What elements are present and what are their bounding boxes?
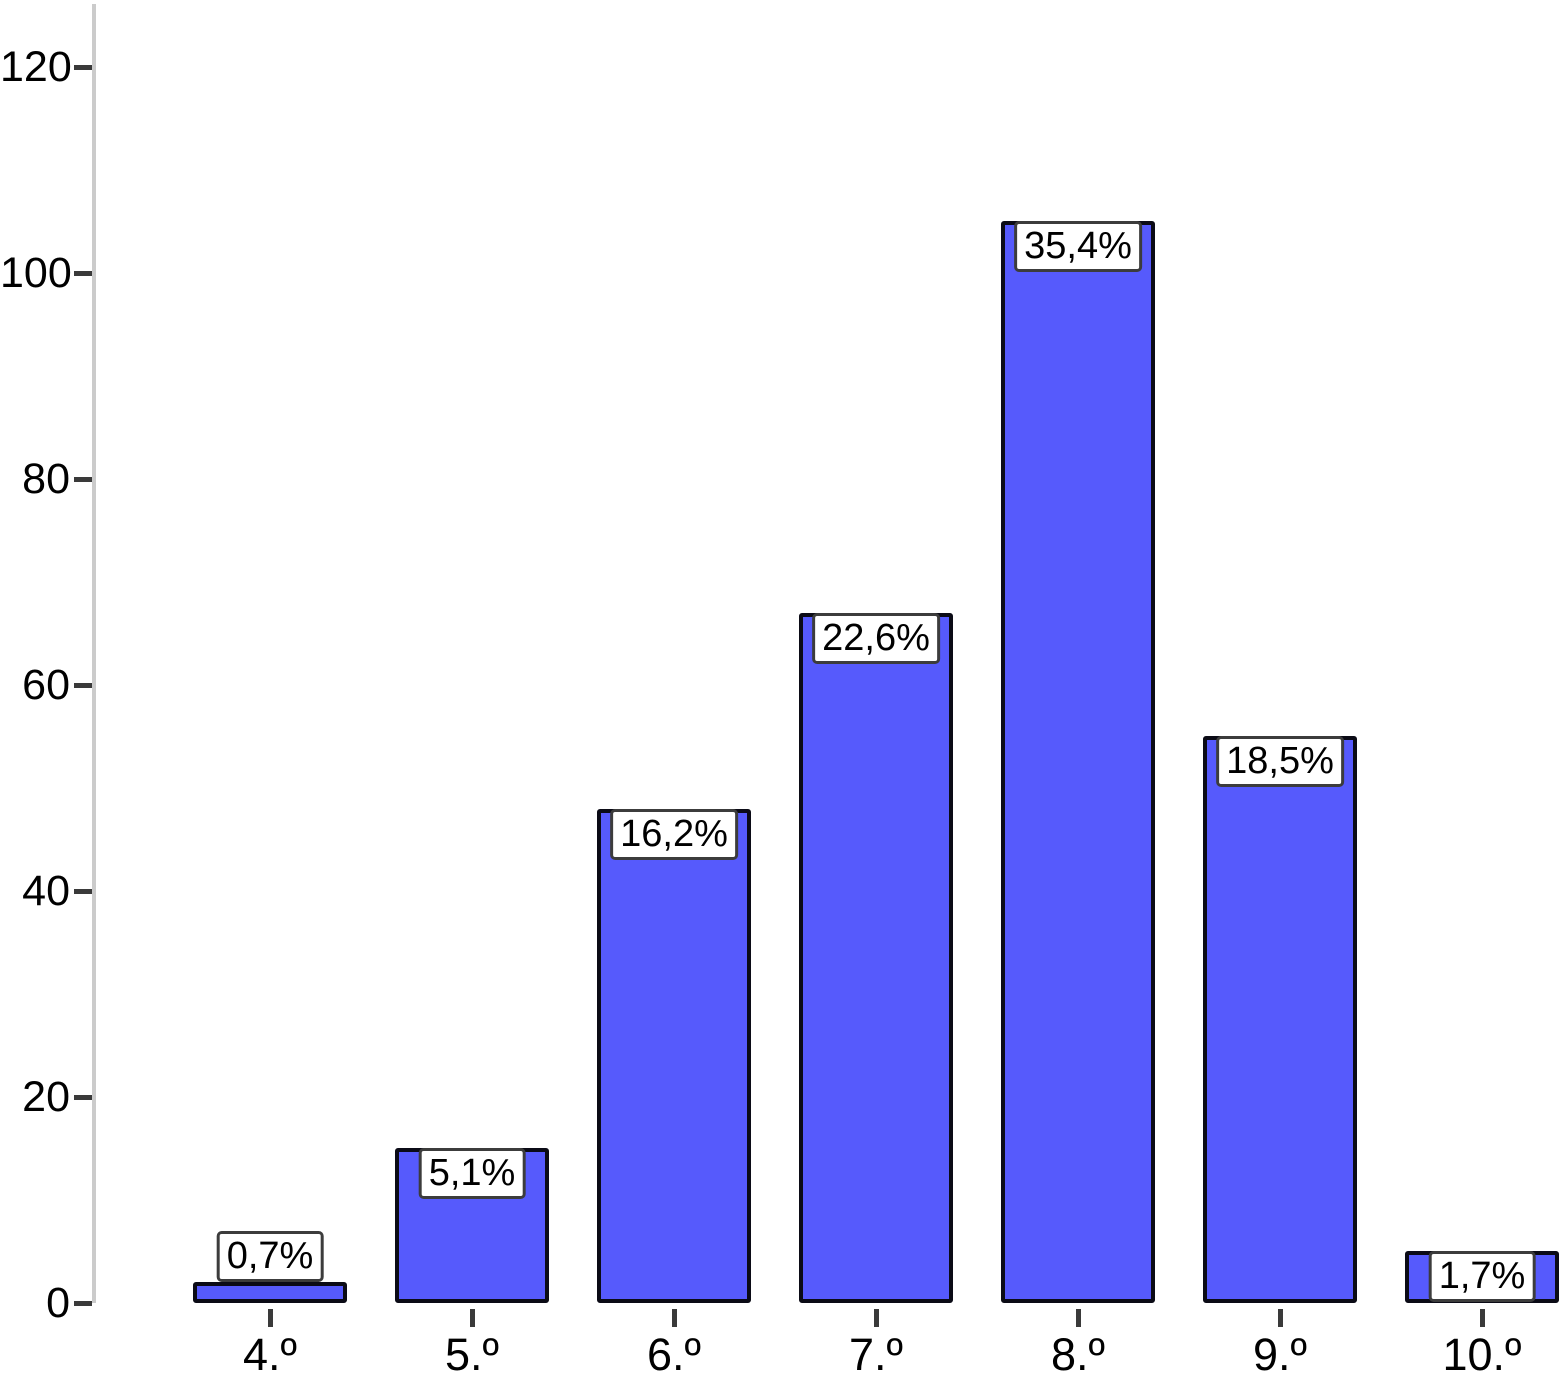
bar bbox=[1203, 736, 1357, 1303]
x-axis-tick bbox=[267, 1309, 273, 1327]
bar-value-label: 35,4% bbox=[1014, 221, 1142, 272]
y-axis-tick-label: 0 bbox=[46, 1279, 70, 1327]
bar-value-label: 1,7% bbox=[1428, 1251, 1536, 1302]
x-axis-tick-label: 10.º bbox=[1442, 1329, 1522, 1380]
bar bbox=[799, 613, 953, 1303]
x-axis-tick-label: 5.º bbox=[445, 1329, 499, 1380]
y-axis-tick bbox=[74, 682, 92, 688]
x-axis-tick-label: 4.º bbox=[243, 1329, 297, 1380]
y-axis-tick-label: 100 bbox=[0, 249, 72, 297]
x-axis-tick bbox=[1479, 1309, 1485, 1327]
y-axis-tick bbox=[74, 64, 92, 70]
x-axis-tick bbox=[1277, 1309, 1283, 1327]
x-axis-tick-label: 7.º bbox=[849, 1329, 903, 1380]
y-axis-tick-label: 80 bbox=[22, 455, 70, 503]
x-axis-tick-label: 9.º bbox=[1253, 1329, 1307, 1380]
x-axis-tick bbox=[671, 1309, 677, 1327]
x-axis-tick-label: 6.º bbox=[647, 1329, 701, 1380]
y-axis-tick-label: 40 bbox=[22, 867, 70, 915]
bar bbox=[1001, 221, 1155, 1303]
y-axis-tick bbox=[74, 270, 92, 276]
x-axis-tick bbox=[1075, 1309, 1081, 1327]
y-axis-tick bbox=[74, 476, 92, 482]
bar-value-label: 18,5% bbox=[1216, 736, 1344, 787]
bar bbox=[193, 1282, 347, 1303]
bar-value-label: 0,7% bbox=[216, 1231, 324, 1282]
y-axis-tick bbox=[74, 888, 92, 894]
bar-value-label: 22,6% bbox=[812, 613, 940, 664]
bar bbox=[597, 809, 751, 1303]
bar-value-label: 16,2% bbox=[610, 809, 738, 860]
x-axis-tick-label: 8.º bbox=[1051, 1329, 1105, 1380]
x-axis-tick bbox=[873, 1309, 879, 1327]
y-axis-tick bbox=[74, 1094, 92, 1100]
y-axis-tick-label: 20 bbox=[22, 1073, 70, 1121]
y-axis-tick-label: 60 bbox=[22, 661, 70, 709]
y-axis-line bbox=[92, 4, 96, 1303]
y-axis-tick bbox=[74, 1300, 92, 1306]
bar-value-label: 5,1% bbox=[418, 1148, 526, 1199]
x-axis-tick bbox=[469, 1309, 475, 1327]
y-axis-tick-label: 120 bbox=[0, 43, 72, 91]
